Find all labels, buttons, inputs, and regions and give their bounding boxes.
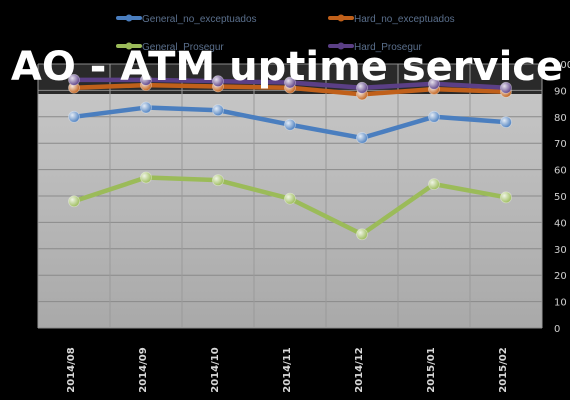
data-point-highlight — [140, 172, 152, 184]
x-tick-label: 2015/01 — [426, 347, 437, 392]
y-tick-label: 100 — [554, 60, 570, 71]
x-tick-label: 2015/02 — [498, 347, 509, 392]
series-lines — [68, 73, 512, 241]
legend-marker — [337, 14, 345, 22]
y-tick-label: 0 — [554, 324, 560, 335]
x-tick-label: 2014/08 — [66, 347, 77, 392]
y-tick-label: 40 — [554, 218, 567, 229]
x-tick-label: 2014/09 — [138, 347, 149, 392]
legend-label: Hard_Prosegur — [354, 42, 422, 53]
legend: General_no_exceptuados Hard_no_exceptuado… — [116, 14, 455, 53]
x-tick-label: 2014/12 — [354, 347, 365, 392]
y-tick-label: 80 — [554, 113, 567, 124]
data-point-highlight — [356, 132, 368, 144]
data-point-highlight — [140, 102, 152, 114]
y-tick-label: 30 — [554, 245, 567, 256]
x-tick-label: 2014/11 — [282, 347, 293, 392]
legend-marker — [125, 14, 133, 22]
legend-label: Hard_no_exceptuados — [354, 14, 455, 25]
data-point-highlight — [284, 119, 296, 131]
y-tick-label: 70 — [554, 139, 567, 150]
data-point-highlight — [356, 82, 368, 94]
data-point-highlight — [68, 195, 80, 207]
data-point-highlight — [68, 74, 80, 86]
data-point-highlight — [428, 111, 440, 123]
y-tick-label: 20 — [554, 271, 567, 282]
data-point-highlight — [428, 78, 440, 90]
legend-label: General_no_exceptuados — [142, 14, 257, 25]
data-point-highlight — [212, 104, 224, 116]
data-point-highlight — [284, 76, 296, 88]
legend-marker — [125, 42, 133, 50]
legend-marker — [337, 42, 345, 50]
y-tick-label: 10 — [554, 298, 567, 309]
data-point-highlight — [500, 116, 512, 128]
data-point-highlight — [356, 228, 368, 240]
y-tick-label: 90 — [554, 86, 567, 97]
data-point-highlight — [500, 191, 512, 203]
gridlines — [37, 63, 543, 329]
y-axis: 0 10 20 30 40 50 60 70 80 90 100 — [554, 60, 570, 335]
data-point-highlight — [140, 74, 152, 86]
data-point-highlight — [500, 82, 512, 94]
y-tick-label: 50 — [554, 192, 567, 203]
legend-label: General_Prosegur — [142, 42, 224, 53]
x-tick-label: 2014/10 — [210, 347, 221, 392]
data-point-highlight — [284, 193, 296, 205]
data-point-highlight — [212, 75, 224, 87]
data-point-highlight — [212, 174, 224, 186]
data-point-highlight — [428, 178, 440, 190]
y-tick-label: 60 — [554, 166, 567, 177]
x-axis: 2014/08 2014/09 2014/10 2014/11 2014/12 2015/… — [66, 347, 509, 392]
data-point-highlight — [68, 82, 80, 94]
data-point-highlight — [68, 111, 80, 123]
chart-title: AO - ATM uptime service — [11, 44, 563, 90]
